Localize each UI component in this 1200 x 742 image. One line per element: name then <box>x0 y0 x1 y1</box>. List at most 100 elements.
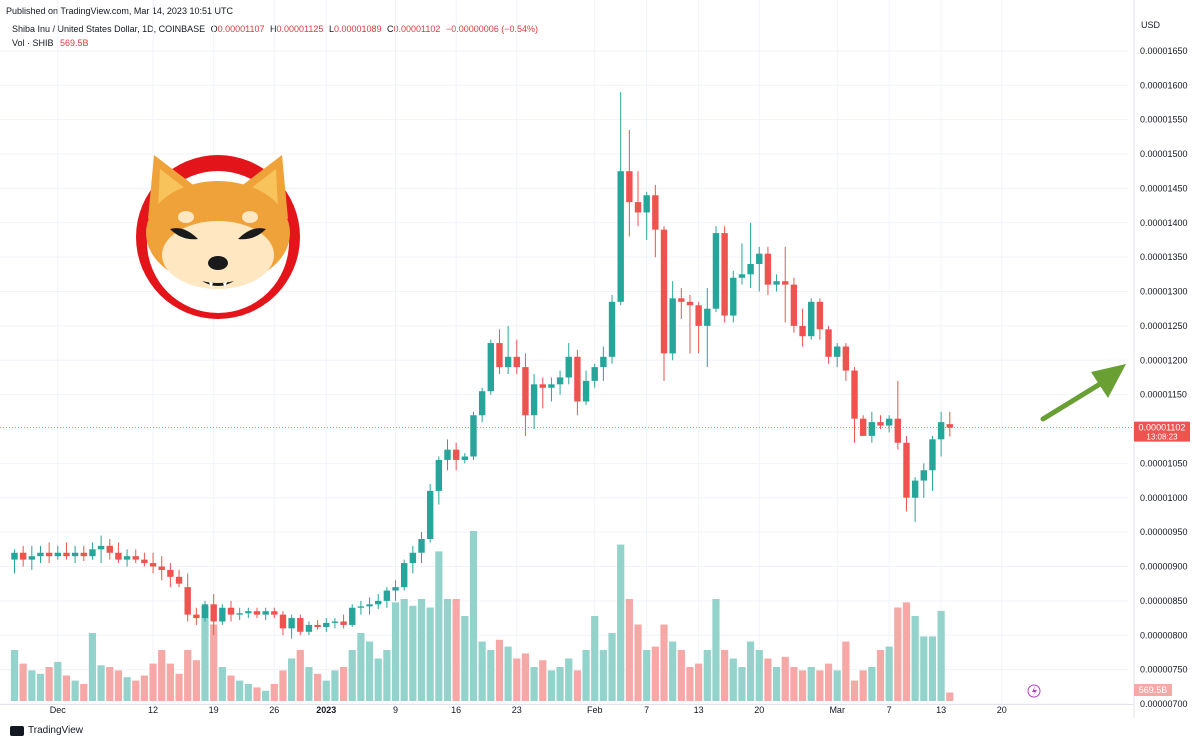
candle-body <box>167 569 174 577</box>
volume-bar <box>158 650 166 701</box>
volume-bar <box>504 646 512 701</box>
volume-bar <box>123 677 131 701</box>
volume-bar <box>764 658 772 701</box>
candle-body <box>816 301 824 330</box>
volume-bar <box>80 684 88 701</box>
candle-body <box>574 356 581 402</box>
candle-body <box>712 233 720 309</box>
footer-brand[interactable]: TradingView <box>28 725 84 736</box>
volume-bar <box>452 599 460 701</box>
low-value: 0.00001089 <box>333 24 382 34</box>
volume-bar <box>582 650 590 701</box>
volume-bar <box>781 656 789 701</box>
logo-brow-left <box>178 211 194 223</box>
last-price-value: 0.00001102 <box>1139 423 1186 433</box>
y-tick-label: 0.00001300 <box>1140 287 1188 297</box>
volume-bar <box>322 680 330 701</box>
y-tick-label: 0.00001250 <box>1140 321 1188 331</box>
candle-body <box>149 563 157 567</box>
volume-bar <box>521 653 530 701</box>
volume-bar <box>920 636 928 701</box>
volume-bar <box>530 667 538 701</box>
volume-bar <box>807 667 815 701</box>
volume-bar <box>911 616 919 701</box>
candle-body <box>184 587 191 615</box>
candle-body <box>903 442 910 498</box>
logo-nose <box>208 256 228 270</box>
candle-body <box>383 590 391 601</box>
candle-body <box>556 377 564 385</box>
candle-body <box>504 356 512 368</box>
volume-bar <box>833 670 841 701</box>
candle-body <box>652 195 659 230</box>
volume-bar <box>729 658 737 701</box>
candle-body <box>452 449 460 460</box>
candle-body <box>19 552 27 560</box>
volume-bar <box>279 670 287 701</box>
candle-body <box>444 449 451 460</box>
candle-body <box>721 233 728 316</box>
candle-body <box>600 356 607 368</box>
symbol-title[interactable]: Shiba Inu / United States Dollar, 1D, CO… <box>12 24 206 34</box>
volume-bar <box>365 641 374 701</box>
candle-body <box>470 415 477 457</box>
candle-body <box>634 202 642 213</box>
volume-label[interactable]: Vol · SHIB <box>12 38 54 48</box>
volume-bar <box>790 667 798 701</box>
volume-bar <box>391 602 400 701</box>
change-value: −0.00000006 (−0.54%) <box>445 24 539 34</box>
volume-bars <box>10 531 954 701</box>
candle-body <box>71 552 79 557</box>
currency-label: USD <box>1141 20 1161 30</box>
volume-bar <box>253 687 261 701</box>
candle-body <box>790 284 798 326</box>
tradingview-logo-icon <box>10 725 24 736</box>
y-tick-label: 0.00000750 <box>1140 665 1188 675</box>
candle-body <box>808 301 815 337</box>
trend-arrow-shaft <box>1040 381 1103 422</box>
volume-bar <box>36 673 45 701</box>
volume-bar <box>591 616 599 701</box>
candle-body <box>591 367 598 381</box>
candle-body <box>435 459 443 491</box>
candle-body <box>730 277 737 316</box>
candle-body <box>357 606 365 608</box>
volume-bar <box>262 690 270 701</box>
trend-arrow-head <box>1091 364 1126 398</box>
candle-body <box>175 576 183 584</box>
volume-bar <box>617 544 625 701</box>
x-tick-label: 7 <box>887 705 892 715</box>
volume-bar <box>28 670 36 701</box>
volume-bar <box>937 610 945 701</box>
y-tick-label: 0.00001000 <box>1140 493 1188 503</box>
candle-body <box>132 556 139 560</box>
candle-body <box>946 424 953 428</box>
candle-body <box>695 305 702 326</box>
candle-body <box>911 480 919 498</box>
candle-body <box>253 611 261 615</box>
x-tick-label: 13 <box>694 705 704 715</box>
candle-body <box>106 545 113 553</box>
volume-bar <box>539 660 547 701</box>
volume-bar <box>88 633 97 701</box>
volume-bar <box>314 673 322 701</box>
footer: TradingView <box>10 725 83 736</box>
volume-bar <box>236 680 244 701</box>
candle-body <box>323 622 330 627</box>
x-tick-label: 23 <box>512 705 522 715</box>
candle-body <box>193 614 200 619</box>
trend-arrow-icon <box>1040 364 1126 422</box>
volume-bar <box>218 667 226 701</box>
low-label: L <box>328 24 334 34</box>
volume-bar <box>305 667 313 701</box>
candle-body <box>539 384 546 388</box>
candle-body <box>89 549 96 557</box>
candle-body <box>392 587 399 591</box>
volume-bar <box>132 680 140 701</box>
y-tick-label: 0.00001550 <box>1140 115 1188 125</box>
volume-bar <box>885 646 893 701</box>
volume-bar <box>824 663 833 701</box>
volume-bar <box>469 531 478 701</box>
